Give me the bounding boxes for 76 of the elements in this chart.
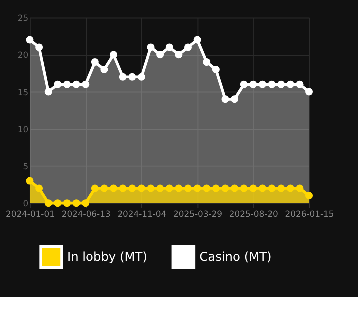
point <box>110 51 118 59</box>
point <box>222 96 230 104</box>
point <box>306 192 314 200</box>
point <box>194 184 202 192</box>
point <box>278 80 286 88</box>
point <box>278 184 286 192</box>
point <box>240 184 248 192</box>
point <box>36 184 44 192</box>
point <box>63 80 71 88</box>
x-tick-label: 2025-08-20 <box>229 208 278 219</box>
point <box>156 51 164 59</box>
point <box>258 184 266 192</box>
point <box>44 88 52 96</box>
point <box>128 73 136 81</box>
point <box>82 80 90 88</box>
point <box>26 36 34 44</box>
point <box>100 66 108 74</box>
point <box>184 44 192 52</box>
y-tick-label: 15 <box>18 87 29 98</box>
x-tick-label: 2024-06-13 <box>62 208 111 219</box>
point <box>250 80 258 88</box>
point <box>91 184 99 192</box>
point <box>250 184 258 192</box>
x-tick-label: 2024-11-04 <box>118 208 167 219</box>
legend-label: Casino (MT) <box>200 250 272 264</box>
y-tick-label: 25 <box>18 13 29 24</box>
point <box>212 66 220 74</box>
point <box>82 200 90 208</box>
y-tick-label: 0 <box>23 198 29 209</box>
point <box>147 44 155 52</box>
point <box>128 184 136 192</box>
point <box>54 80 62 88</box>
point <box>100 184 108 192</box>
x-tick-label: 2024-01-01 <box>6 208 55 219</box>
legend-label: In lobby (MT) <box>67 250 148 264</box>
point <box>194 36 202 44</box>
point <box>54 200 62 208</box>
point <box>184 184 192 192</box>
point <box>222 184 230 192</box>
point <box>147 184 155 192</box>
point <box>231 184 239 192</box>
point <box>166 184 174 192</box>
point <box>175 51 183 59</box>
point <box>110 184 118 192</box>
point <box>231 96 239 104</box>
point <box>306 88 314 96</box>
x-tick-label: 2025-03-29 <box>174 208 222 219</box>
x-tick-label: 2026-01-15 <box>285 208 334 219</box>
point <box>268 80 276 88</box>
point <box>286 80 294 88</box>
point <box>296 80 304 88</box>
point <box>203 58 211 66</box>
point <box>175 184 183 192</box>
point <box>119 184 127 192</box>
point <box>296 184 304 192</box>
point <box>138 73 146 81</box>
y-tick-label: 20 <box>18 50 29 60</box>
point <box>203 184 211 192</box>
point <box>286 184 294 192</box>
point <box>240 80 248 88</box>
point <box>91 58 99 66</box>
point <box>138 184 146 192</box>
point <box>166 44 174 52</box>
y-tick-label: 5 <box>23 161 29 172</box>
point <box>72 80 80 88</box>
point <box>63 200 71 208</box>
point <box>44 200 52 208</box>
point <box>268 184 276 192</box>
point <box>156 184 164 192</box>
point <box>212 184 220 192</box>
point <box>119 73 127 81</box>
point <box>72 200 80 208</box>
point <box>26 177 34 185</box>
y-tick-label: 10 <box>18 124 29 134</box>
point <box>258 80 266 88</box>
point <box>36 44 44 52</box>
